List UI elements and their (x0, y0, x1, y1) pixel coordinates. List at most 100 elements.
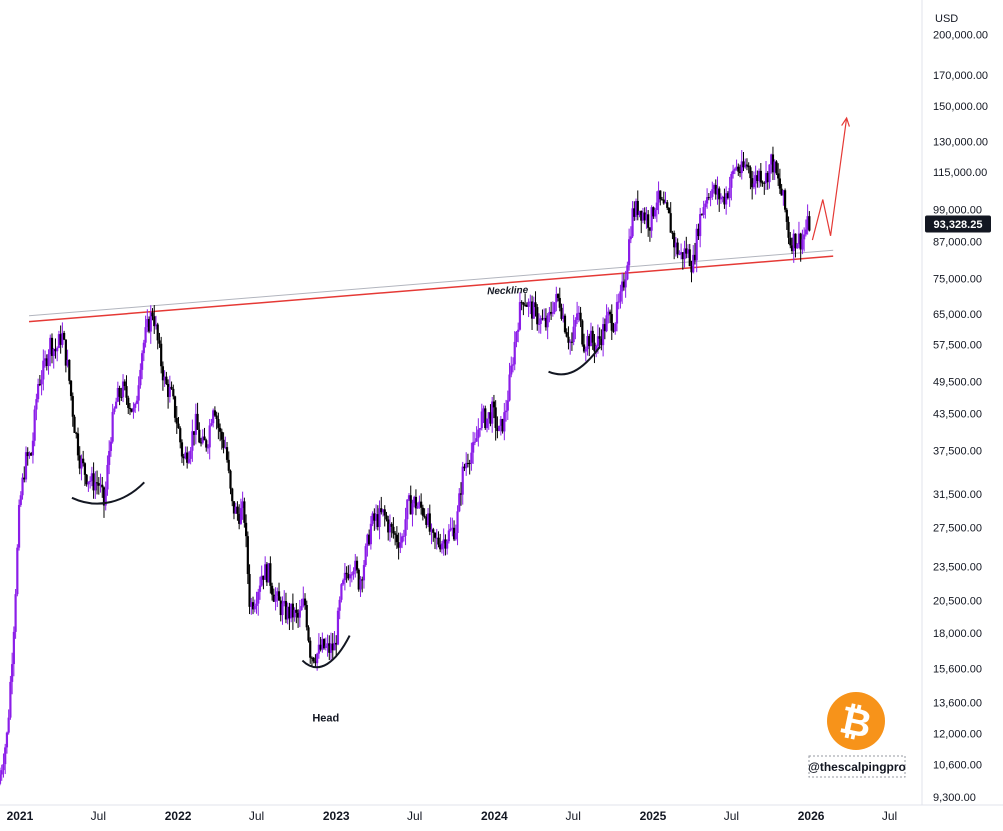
candle-body (28, 453, 31, 457)
candle-body (12, 631, 15, 665)
candle-body (482, 408, 485, 412)
candle-body (291, 603, 294, 618)
candle-body (274, 595, 277, 602)
x-tick-label: 2022 (165, 809, 192, 823)
candle-body (409, 495, 412, 515)
candle-body (541, 318, 544, 320)
candle-body (801, 239, 804, 250)
candle-body (600, 338, 603, 346)
candle-body (555, 294, 558, 303)
candle-body (614, 323, 617, 332)
candle-body (290, 603, 293, 619)
candle-body (491, 401, 494, 424)
candle-body (487, 412, 490, 419)
candle-body (666, 202, 669, 208)
last-price-tag-bg (925, 215, 991, 233)
candle-body (513, 341, 516, 365)
candle-body (690, 266, 693, 273)
candle-body (300, 606, 303, 611)
candle-body (638, 210, 641, 215)
candle-body (721, 196, 724, 199)
candle-body (492, 401, 496, 408)
candle-body (468, 463, 471, 465)
candle-body (348, 574, 352, 579)
candle-body (655, 202, 658, 211)
time-axis[interactable]: 2021 Jul 2022 Jul 2023 Jul 2024 Jul 2025 Jul 2026 J… (0, 804, 1003, 823)
candle-body (232, 501, 236, 514)
candle-body (763, 182, 766, 184)
candle-body (305, 605, 308, 628)
candle-body (456, 511, 459, 534)
candle-body (255, 603, 258, 606)
candle-body (404, 519, 407, 536)
price-axis[interactable]: USD 200,000.00 170,000.00 150,000.00 130,00… (921, 0, 988, 805)
candle-body (603, 324, 606, 332)
candle-body (224, 447, 227, 449)
candle-body (326, 643, 329, 646)
candle-body (413, 496, 416, 504)
candle-body (296, 612, 300, 618)
candle-body (806, 216, 809, 230)
candle-body (345, 572, 348, 575)
x-tick-label: 2023 (323, 809, 350, 823)
candle-body (768, 164, 771, 183)
candle-body (692, 254, 695, 273)
candle-body (272, 594, 275, 602)
last-price-value: 93,328.25 (934, 219, 983, 231)
candle-body (324, 645, 327, 649)
candle-body (383, 509, 386, 516)
candle-body (49, 337, 52, 355)
candle-body (643, 212, 646, 221)
head-arc[interactable] (301, 635, 351, 669)
candle-body (149, 312, 152, 332)
candle-body (241, 501, 244, 509)
candle-body (381, 509, 385, 513)
projection-path[interactable] (811, 117, 848, 241)
candle-body (56, 347, 59, 352)
x-tick-label: 2025 (640, 809, 667, 823)
candle-body (704, 203, 707, 208)
candle-body (26, 452, 29, 457)
right-shoulder-arc[interactable] (548, 345, 601, 376)
candle-body (45, 358, 48, 367)
candle-body (17, 504, 21, 548)
candle-body (560, 307, 563, 319)
candle-body (139, 369, 142, 386)
candle-body (125, 386, 128, 398)
candle-body (777, 173, 780, 179)
candle-body (373, 513, 376, 521)
left-shoulder-arc[interactable] (71, 481, 145, 505)
y-tick-label: 13,600.00 (933, 697, 982, 709)
candle-body (258, 585, 262, 592)
candle-body (567, 336, 570, 343)
candle-body (640, 210, 643, 221)
candle-body (400, 536, 404, 543)
candle-body (572, 326, 575, 343)
y-tick-label: 37,500.00 (933, 446, 982, 458)
candle-body (530, 301, 534, 319)
candle-body (269, 563, 272, 586)
candle-body (626, 265, 629, 280)
candle-body (771, 154, 775, 173)
candle-body (335, 642, 338, 645)
candle-body (498, 425, 501, 431)
candle-body (83, 463, 87, 475)
neckline-red-line[interactable] (28, 255, 834, 323)
candle-body (33, 409, 36, 441)
candle-body (707, 197, 710, 199)
candle-body (97, 483, 100, 486)
candle-body (37, 384, 40, 400)
candle-body (773, 161, 776, 173)
plot-area[interactable]: Neckline Head (0, 116, 850, 786)
candle-body (686, 249, 690, 254)
candle-body (485, 418, 489, 429)
candle-body (525, 304, 528, 307)
y-tick-label: 27,500.00 (933, 523, 982, 535)
x-tick-label: Jul (407, 809, 422, 823)
candle-body (333, 642, 336, 651)
candle-body (662, 199, 665, 204)
neckline-grey-line[interactable] (28, 249, 834, 317)
y-tick-label: 43,500.00 (933, 409, 982, 421)
candle-body (220, 431, 223, 440)
candle-body (730, 174, 733, 188)
